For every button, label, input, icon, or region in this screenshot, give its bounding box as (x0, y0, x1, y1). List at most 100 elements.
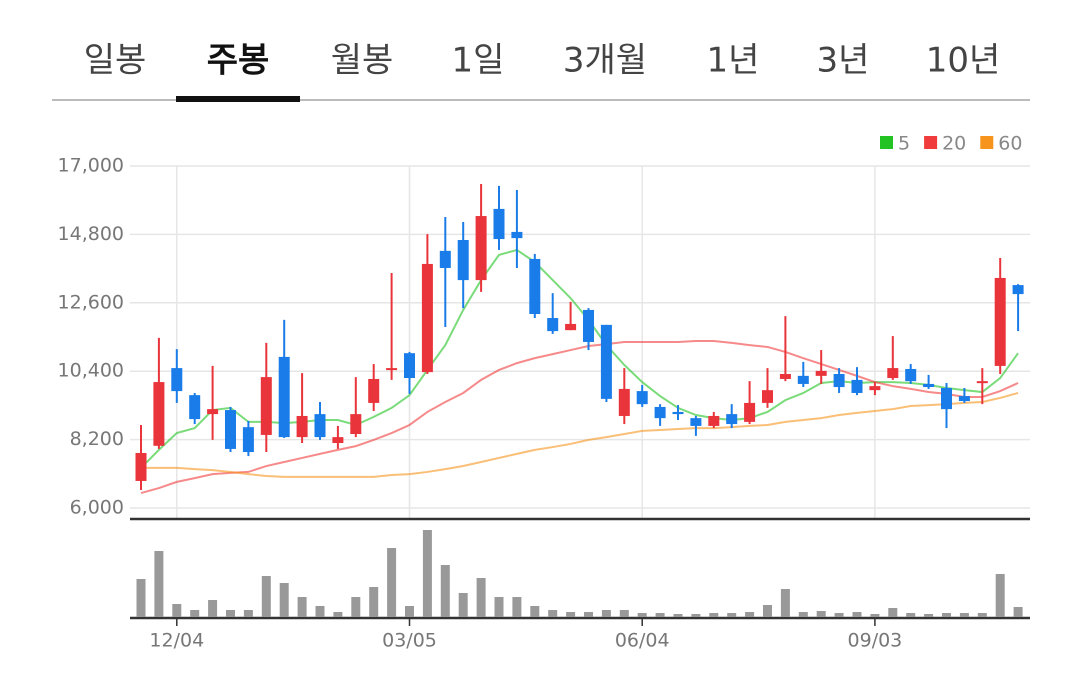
volume-bar (208, 600, 218, 617)
candle-body (135, 452, 147, 481)
volume-bar (351, 597, 361, 617)
volume-bar (530, 606, 540, 617)
tab[interactable]: 1년 (707, 41, 760, 81)
x-tick-label: 03/05 (382, 630, 437, 652)
candle-body (600, 324, 612, 399)
tab[interactable]: 10년 (926, 41, 1001, 81)
candle-body (529, 258, 541, 314)
volume-bar (297, 597, 307, 617)
candle-body (672, 411, 684, 415)
tab[interactable]: 3개월 (563, 41, 647, 81)
volume-bar (959, 613, 969, 617)
volume-bar (1013, 607, 1023, 617)
candle-body (493, 208, 505, 240)
candle-body (547, 318, 559, 332)
candle-body (260, 377, 272, 435)
tab[interactable]: 3년 (817, 41, 870, 81)
candle-body (207, 409, 219, 415)
moving-average-line (141, 392, 1019, 478)
tab[interactable]: 1일 (452, 41, 505, 81)
x-tick-label: 09/03 (848, 630, 903, 652)
volume-bar (387, 548, 397, 617)
candle-body (583, 309, 594, 342)
volume-bar (172, 604, 182, 617)
candle-body (618, 388, 630, 416)
volume-bar (548, 610, 558, 617)
candle-body (887, 368, 899, 379)
candle-body (189, 395, 201, 420)
candle-body (636, 391, 648, 405)
moving-average-line (140, 248, 1019, 469)
candle-body (923, 383, 935, 388)
candle-body (994, 277, 1006, 366)
volume-bar (673, 614, 683, 617)
x-tick-label: 12/04 (149, 630, 204, 652)
candle-body (421, 263, 433, 373)
volume-bar (584, 612, 593, 617)
legend-label: 5 (898, 133, 910, 155)
volume-bar (870, 614, 880, 617)
volume-bar (243, 610, 253, 617)
volume-bar (136, 579, 146, 617)
volume-bar (512, 597, 522, 617)
candle-body (815, 370, 827, 376)
volume-bar (709, 613, 719, 617)
candle-body (708, 415, 720, 426)
volume-bar (315, 606, 325, 617)
candle-body (654, 406, 666, 419)
volume-bar (727, 613, 737, 617)
candle-body (242, 427, 254, 453)
volume-bar (226, 610, 235, 617)
y-tick-label: 14,800 (58, 223, 124, 245)
volume-bar (279, 583, 289, 617)
x-tick-label: 06/04 (615, 630, 670, 652)
volume-bar (888, 608, 898, 617)
candle-body (690, 418, 702, 426)
volume-bar (816, 611, 826, 617)
candle-body (797, 375, 809, 384)
candle-body (225, 410, 236, 449)
volume-bar (763, 605, 772, 617)
candle-body (350, 414, 362, 435)
volume-bar (655, 613, 665, 617)
tab[interactable]: 주봉 (207, 41, 270, 81)
legend-swatch (980, 136, 994, 149)
volume-bar (798, 612, 808, 617)
volume-bar (566, 612, 576, 617)
volume-bar (405, 606, 414, 617)
tab[interactable]: 월봉 (331, 41, 394, 81)
volume-bar (977, 613, 987, 617)
candle-body (475, 216, 487, 281)
volume-bar (190, 610, 200, 617)
volume-bar (637, 613, 647, 617)
volume-bar (601, 610, 611, 617)
candle-body (439, 250, 451, 268)
candle-body (511, 231, 523, 239)
volume-bar (942, 613, 951, 617)
y-tick-label: 6,000 (70, 497, 124, 519)
candle-body (762, 390, 773, 403)
candle-body (278, 356, 290, 438)
candle-body (726, 414, 738, 425)
y-tick-label: 8,200 (70, 428, 124, 450)
y-tick-label: 17,000 (58, 155, 124, 177)
volume-bar (780, 589, 790, 617)
legend-swatch (924, 136, 938, 149)
volume-bar (440, 565, 450, 617)
candle-body (976, 381, 988, 384)
candle-body (457, 239, 469, 281)
candle-body (941, 387, 952, 410)
volume-bar (691, 614, 701, 617)
tab[interactable]: 일봉 (84, 41, 147, 81)
candle-body (296, 415, 308, 438)
moving-average-line (140, 340, 1019, 495)
candle-body (869, 386, 881, 391)
volume-bar (333, 612, 343, 617)
candle-body (565, 323, 577, 331)
candle-body (332, 437, 344, 444)
volume-bar (834, 613, 844, 617)
volume-bar (906, 613, 916, 617)
candle-body (1012, 285, 1024, 295)
candle-body (386, 368, 398, 371)
